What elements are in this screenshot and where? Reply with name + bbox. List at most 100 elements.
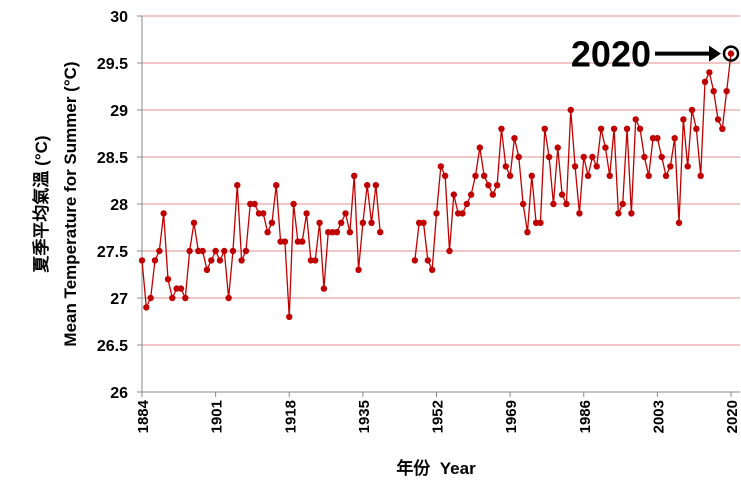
- x-tick-label: 1935: [356, 400, 373, 433]
- data-point: [584, 172, 592, 179]
- data-point: [355, 266, 362, 273]
- data-point: [221, 247, 228, 255]
- data-point: [147, 294, 154, 302]
- data-point: [623, 125, 631, 132]
- data-point: [541, 125, 548, 132]
- y-axis-label: Mean Temperature for Summer (°C): [61, 61, 80, 346]
- data-point: [411, 257, 419, 264]
- data-point: [537, 219, 544, 226]
- data-point: [515, 153, 522, 161]
- data-point: [472, 172, 479, 179]
- data-point: [368, 219, 375, 226]
- data-point: [281, 238, 289, 245]
- data-point: [558, 191, 566, 198]
- x-tick-label: 1901: [209, 400, 226, 433]
- data-point: [593, 163, 600, 170]
- data-point: [203, 266, 211, 273]
- data-point: [376, 229, 384, 236]
- data-point: [667, 163, 674, 170]
- x-tick-label: 1952: [430, 400, 447, 433]
- data-point: [723, 88, 730, 95]
- data-point: [182, 294, 189, 302]
- y-tick-label: 27: [110, 291, 128, 308]
- data-point: [463, 200, 471, 208]
- data-point: [571, 163, 579, 170]
- data-point: [580, 153, 587, 161]
- data-point: [498, 125, 505, 132]
- data-point: [589, 153, 596, 161]
- annotation: 2020: [571, 34, 651, 75]
- x-tick-label: 1918: [282, 400, 299, 433]
- data-point: [260, 210, 267, 217]
- data-point: [476, 144, 484, 151]
- x-tick-label: 2020: [724, 400, 741, 433]
- data-point: [615, 210, 622, 217]
- data-point: [710, 88, 717, 95]
- data-point: [242, 247, 250, 255]
- data-point: [333, 229, 341, 236]
- data-point: [632, 116, 639, 123]
- data-point: [628, 210, 635, 217]
- data-point: [654, 135, 661, 142]
- data-point: [706, 69, 713, 76]
- data-point: [364, 182, 371, 189]
- data-point: [446, 247, 453, 255]
- x-tick-label: 1969: [503, 400, 520, 433]
- x-tick-label: 1986: [577, 400, 594, 433]
- data-point: [160, 210, 167, 217]
- data-point: [264, 229, 271, 236]
- data-point: [433, 210, 440, 217]
- data-point: [619, 200, 626, 208]
- data-point: [528, 172, 535, 179]
- y-tick-label: 29.5: [97, 56, 128, 73]
- data-point: [719, 125, 726, 132]
- data-point: [169, 294, 176, 302]
- data-point: [164, 276, 172, 283]
- y-tick-label: 26: [110, 385, 128, 402]
- data-point: [428, 266, 436, 273]
- data-point: [506, 172, 514, 179]
- data-point: [190, 219, 198, 226]
- y-tick-label: 29: [110, 103, 128, 120]
- data-point: [312, 257, 319, 264]
- x-tick-label: 1884: [135, 399, 152, 433]
- data-point: [156, 247, 163, 255]
- data-point: [359, 219, 367, 226]
- data-point: [450, 191, 458, 198]
- data-point: [286, 313, 293, 320]
- data-point: [225, 294, 232, 302]
- y-tick-label: 30: [110, 9, 128, 26]
- x-tick-label: 2003: [650, 400, 667, 433]
- data-point: [671, 135, 678, 142]
- annotation-arrowhead: [709, 45, 721, 62]
- data-point: [346, 229, 354, 236]
- data-point: [138, 257, 146, 264]
- y-axis-label-zh: 夏季平均氣溫 (°C): [31, 135, 51, 272]
- y-tick-label: 28: [110, 197, 128, 214]
- data-point: [338, 219, 345, 226]
- y-tick-label: 27.5: [97, 244, 128, 261]
- data-point: [545, 153, 553, 161]
- data-point: [186, 247, 193, 255]
- highlight-ring: [722, 45, 740, 62]
- data-point: [320, 285, 328, 292]
- data-point: [467, 191, 475, 198]
- data-point: [372, 182, 380, 189]
- data-point: [662, 172, 670, 179]
- data-point: [251, 200, 258, 208]
- data-point: [268, 219, 276, 226]
- data-point: [636, 125, 644, 132]
- data-point: [554, 144, 561, 151]
- data-point: [684, 163, 691, 170]
- data-point: [459, 210, 466, 217]
- data-point: [290, 200, 297, 208]
- data-point: [701, 78, 709, 86]
- data-point: [485, 182, 492, 189]
- data-point: [680, 116, 687, 123]
- data-point: [606, 172, 613, 179]
- data-point: [550, 200, 557, 208]
- data-point: [524, 229, 531, 236]
- data-point: [437, 163, 445, 170]
- data-point: [238, 257, 245, 264]
- y-tick-label: 28.5: [97, 150, 128, 167]
